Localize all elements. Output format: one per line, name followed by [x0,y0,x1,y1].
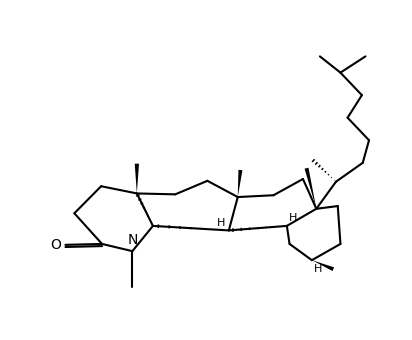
Text: H: H [217,218,225,228]
Polygon shape [135,164,139,193]
Polygon shape [304,168,316,209]
Text: H: H [314,264,323,274]
Polygon shape [312,260,334,271]
Text: N: N [127,234,138,248]
Text: O: O [50,238,61,252]
Text: H: H [289,214,298,223]
Polygon shape [238,170,242,197]
